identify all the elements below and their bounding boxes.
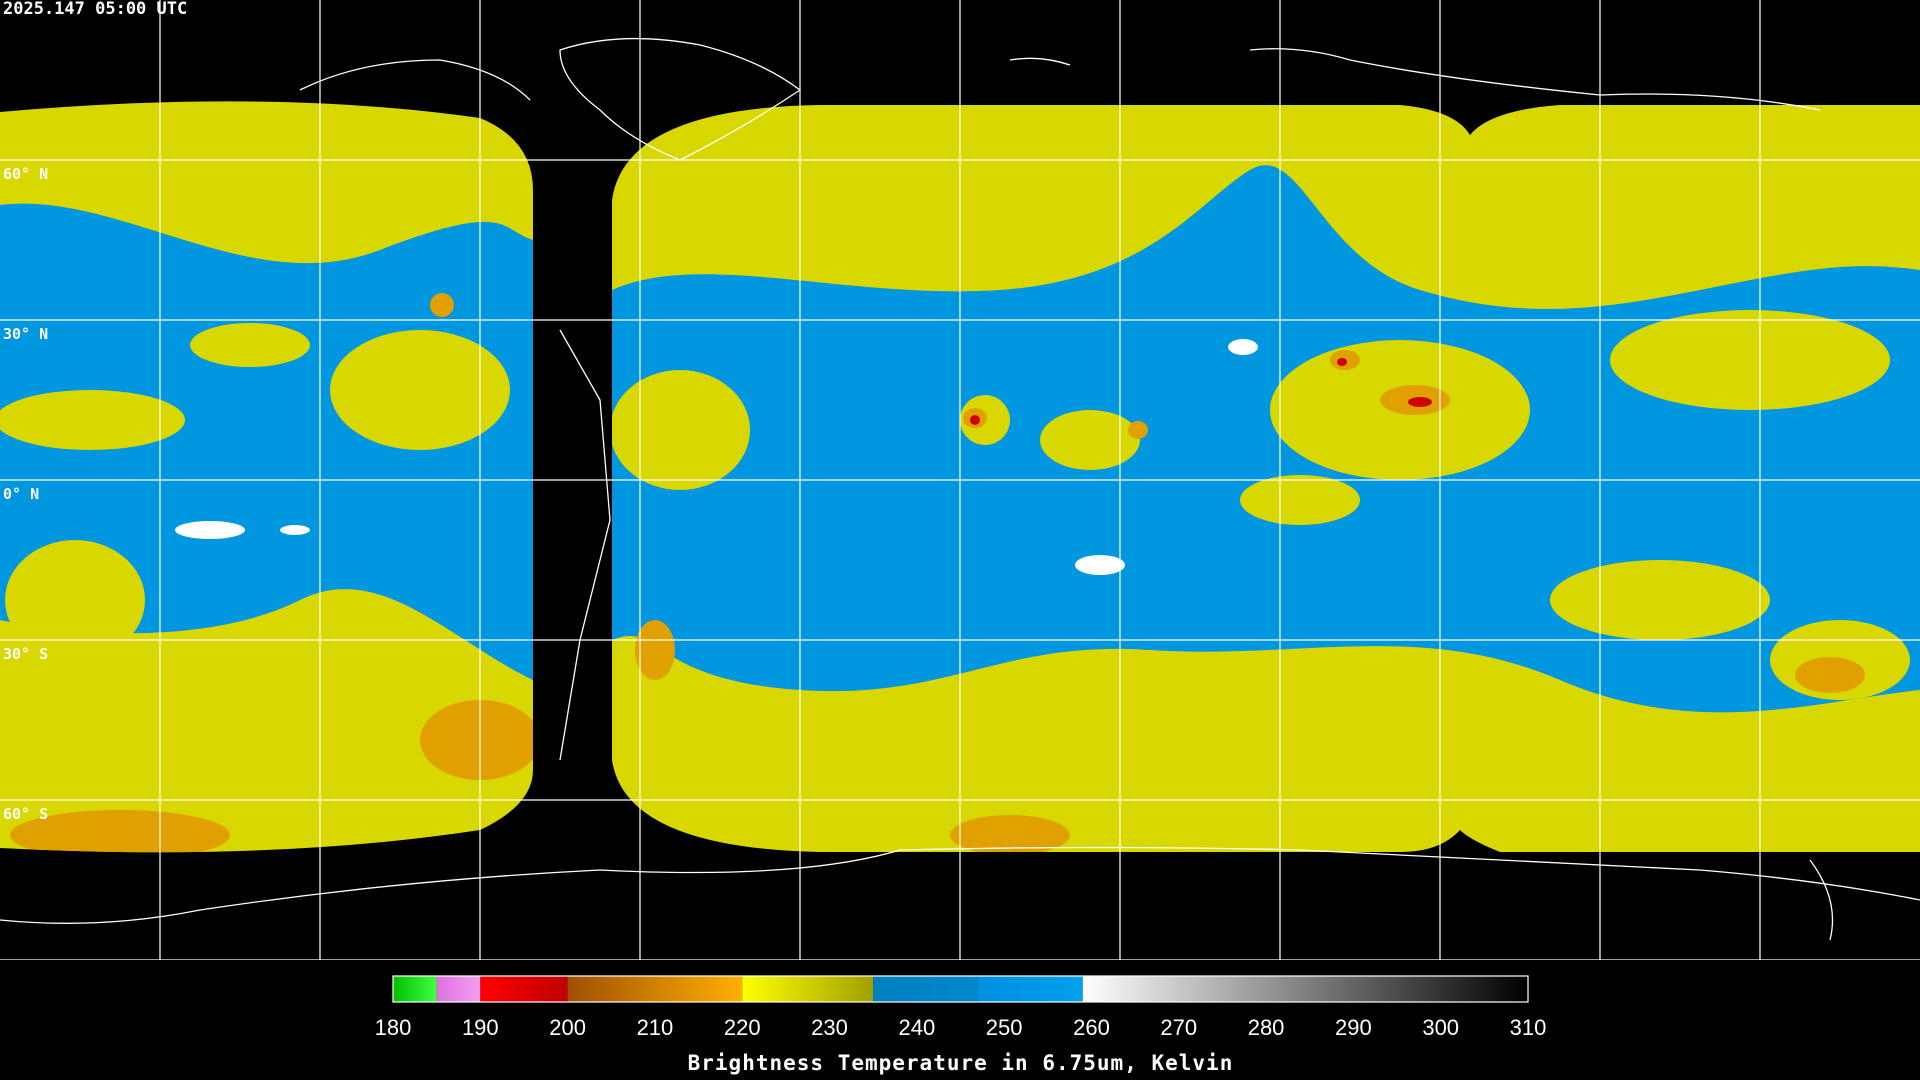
colorbar-tick-label: 300 (1422, 1015, 1459, 1040)
colorbar-tick-label: 210 (637, 1015, 674, 1040)
colorbar-segment (742, 976, 874, 1002)
colorbar-tick-label: 190 (462, 1015, 499, 1040)
colorbar-tick-label: 270 (1160, 1015, 1197, 1040)
colorbar-tick-label: 280 (1248, 1015, 1285, 1040)
colorbar-title: Brightness Temperature in 6.75um, Kelvin (688, 1051, 1234, 1075)
colorbar-segment (1082, 976, 1528, 1002)
colorbar-frame (392, 975, 1529, 1003)
colorbar-segment (567, 976, 743, 1002)
colorbar-tick-label: 310 (1510, 1015, 1547, 1040)
colorbar-segment (480, 976, 568, 1002)
latitude-label: 30° N (3, 325, 48, 343)
colorbar-segment (977, 976, 1083, 1002)
colorbar-tick-label: 230 (811, 1015, 848, 1040)
colorbar-tick-label: 260 (1073, 1015, 1110, 1040)
colorbar-segment (436, 976, 481, 1002)
latitude-label: 0° N (3, 485, 39, 503)
colorbar-tick-label: 250 (986, 1015, 1023, 1040)
latitude-label: 60° N (3, 165, 48, 183)
colorbar-tick-label: 200 (549, 1015, 586, 1040)
colorbar-tick-label: 240 (898, 1015, 935, 1040)
colorbar-segment (873, 976, 978, 1002)
latitude-label: 60° S (3, 805, 48, 823)
colorbar-tick-label: 290 (1335, 1015, 1372, 1040)
latitude-label: 30° S (3, 645, 48, 663)
colorbar-segment (393, 976, 437, 1002)
colorbar-tick-label: 220 (724, 1015, 761, 1040)
timestamp: 2025.147 05:00 UTC (3, 0, 187, 19)
colorbar-tick-label: 180 (375, 1015, 412, 1040)
coastlines (0, 37, 1920, 941)
dry-spots (175, 339, 1258, 575)
coldest-tops (970, 358, 1432, 425)
